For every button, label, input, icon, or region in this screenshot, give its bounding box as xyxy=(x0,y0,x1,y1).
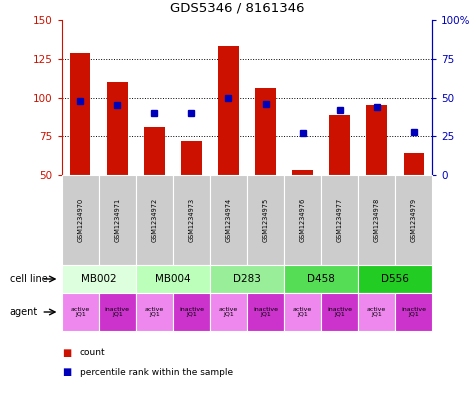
Text: GSM1234978: GSM1234978 xyxy=(374,198,380,242)
Bar xyxy=(293,170,313,175)
Text: D556: D556 xyxy=(381,274,409,284)
Text: active
JQ1: active JQ1 xyxy=(367,307,386,318)
Text: GSM1234970: GSM1234970 xyxy=(77,198,83,242)
Text: GSM1234975: GSM1234975 xyxy=(263,198,268,242)
Text: active
JQ1: active JQ1 xyxy=(219,307,238,318)
Bar xyxy=(330,114,350,175)
Text: ■: ■ xyxy=(62,367,71,377)
Text: inactive
JQ1: inactive JQ1 xyxy=(105,307,130,318)
Text: GSM1234972: GSM1234972 xyxy=(152,198,157,242)
Bar xyxy=(404,153,424,175)
Bar xyxy=(107,82,127,175)
Text: inactive
JQ1: inactive JQ1 xyxy=(401,307,426,318)
Bar xyxy=(367,105,387,175)
Text: active
JQ1: active JQ1 xyxy=(145,307,164,318)
Text: GSM1234977: GSM1234977 xyxy=(337,198,342,242)
Text: MB002: MB002 xyxy=(81,274,117,284)
Text: MB004: MB004 xyxy=(155,274,191,284)
Text: ■: ■ xyxy=(62,348,71,358)
Text: inactive
JQ1: inactive JQ1 xyxy=(327,307,352,318)
Bar xyxy=(256,88,276,175)
Text: GSM1234971: GSM1234971 xyxy=(114,198,120,242)
Text: D458: D458 xyxy=(307,274,335,284)
Text: GSM1234976: GSM1234976 xyxy=(300,198,305,242)
Text: cell line: cell line xyxy=(10,274,47,284)
Bar xyxy=(181,141,201,175)
Text: GSM1234973: GSM1234973 xyxy=(189,198,194,242)
Text: inactive
JQ1: inactive JQ1 xyxy=(253,307,278,318)
Text: percentile rank within the sample: percentile rank within the sample xyxy=(80,368,233,377)
Bar xyxy=(218,46,238,175)
Text: GSM1234974: GSM1234974 xyxy=(226,198,231,242)
Text: GDS5346 / 8161346: GDS5346 / 8161346 xyxy=(170,2,305,15)
Text: agent: agent xyxy=(10,307,38,317)
Text: inactive
JQ1: inactive JQ1 xyxy=(179,307,204,318)
Text: count: count xyxy=(80,348,105,357)
Bar xyxy=(144,127,164,175)
Text: active
JQ1: active JQ1 xyxy=(71,307,90,318)
Text: active
JQ1: active JQ1 xyxy=(293,307,312,318)
Bar xyxy=(70,53,90,175)
Text: D283: D283 xyxy=(233,274,261,284)
Text: GSM1234979: GSM1234979 xyxy=(411,198,417,242)
